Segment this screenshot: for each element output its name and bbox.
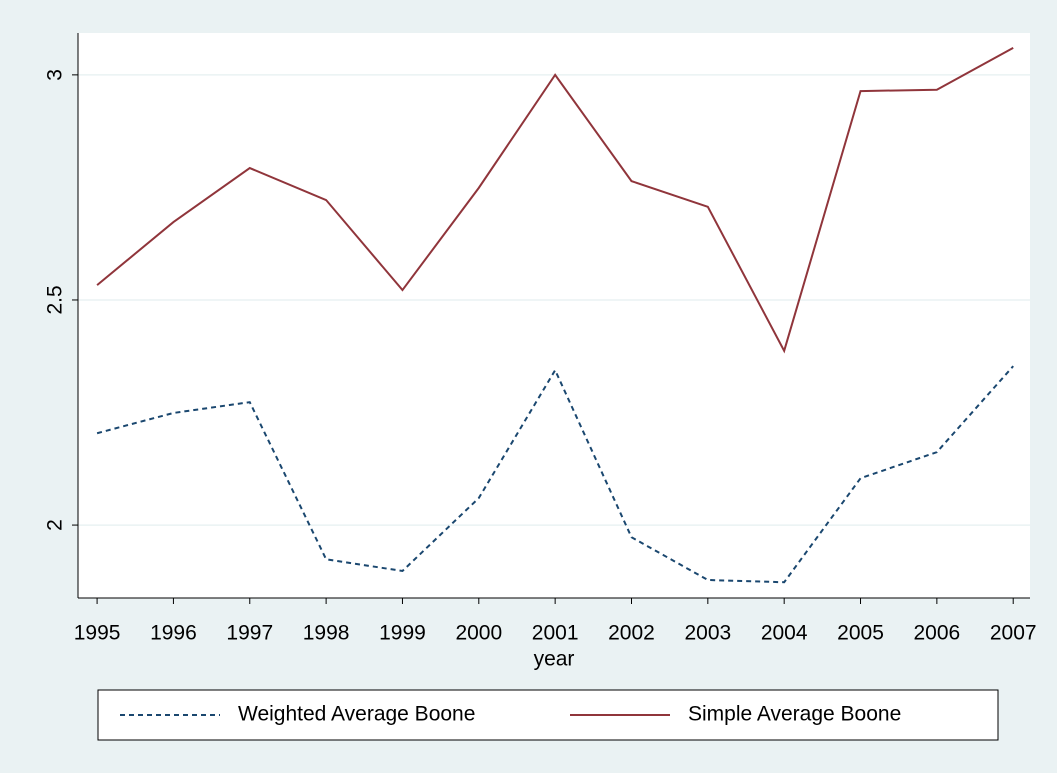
x-tick-label: 2003 — [684, 622, 731, 645]
x-tick-label: 1995 — [74, 622, 121, 645]
legend-label: Weighted Average Boone — [238, 703, 475, 726]
plot-area — [78, 33, 1030, 598]
x-tick-label: 2004 — [761, 622, 808, 645]
x-axis-label: year — [534, 648, 575, 671]
x-tick-label: 1998 — [303, 622, 350, 645]
x-tick-label: 2000 — [455, 622, 502, 645]
series-line — [96, 46, 1014, 354]
x-tick-label: 1996 — [150, 622, 197, 645]
y-tick-label: 3 — [44, 69, 67, 81]
x-tick-label: 2005 — [837, 622, 884, 645]
x-tick-label: 1999 — [379, 622, 426, 645]
x-tick-label: 2002 — [608, 622, 655, 645]
x-tick-label: 2001 — [532, 622, 579, 645]
legend-label: Simple Average Boone — [688, 703, 901, 726]
x-tick-label: 2006 — [914, 622, 961, 645]
x-tick-label: 2007 — [990, 622, 1037, 645]
x-tick-label: 1997 — [226, 622, 273, 645]
series-line — [96, 365, 1014, 584]
y-tick-label: 2.5 — [44, 285, 67, 314]
legend — [97, 689, 999, 741]
y-tick-label: 2 — [44, 519, 67, 531]
